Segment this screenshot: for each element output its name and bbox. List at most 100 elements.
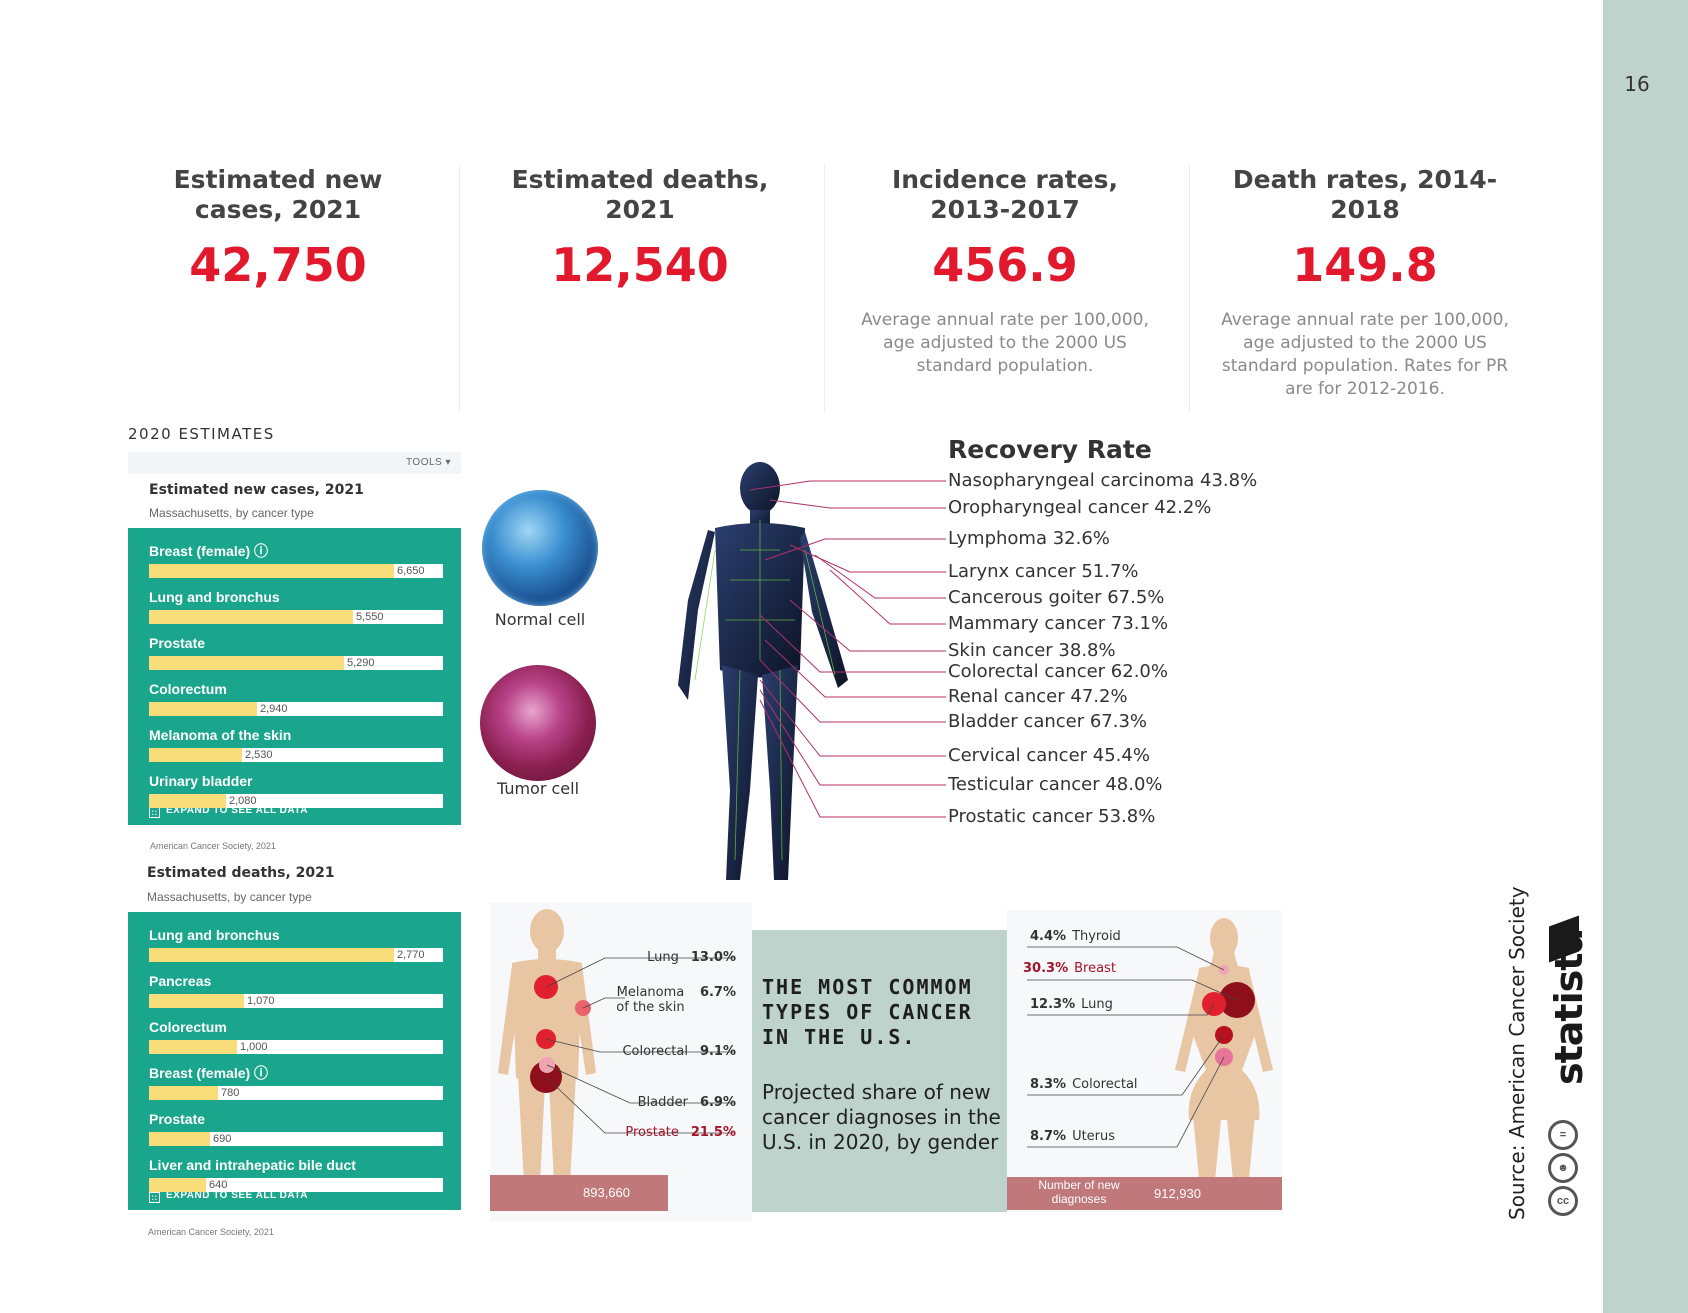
male-cancer-label: Colorectal 9.1% xyxy=(622,1044,736,1059)
male-leg-right xyxy=(518,1075,545,1183)
human-body-figure xyxy=(678,462,848,880)
bar-value: 5,550 xyxy=(356,611,384,623)
bar-fill xyxy=(149,610,353,624)
bar-row: Liver and intrahepatic bile duct 640 xyxy=(149,1156,443,1192)
bar-track: 1,000 xyxy=(149,1040,443,1054)
infographic-title: THE MOST COMMOM TYPES OF CANCER IN THE U… xyxy=(762,975,973,1049)
bar-track: 690 xyxy=(149,1132,443,1146)
normal-cell-image xyxy=(482,490,598,606)
bar-row: Colorectum 2,940 xyxy=(149,680,443,716)
bar-fill xyxy=(149,994,244,1008)
cancer-share: 13.0% xyxy=(690,950,736,965)
female-total-bar: Number of new diagnoses 912,930 xyxy=(1007,1177,1282,1210)
cancer-name: Colorectal xyxy=(622,1044,688,1059)
female-panel: 4.4% Thyroid 30.3% Breast 12.3% Lung 8.3% Color… xyxy=(1007,910,1282,1212)
bar-row: Breast (female) ⓘ 780 xyxy=(149,1064,443,1100)
male-torso xyxy=(512,959,582,1083)
cancer-share: 21.5% xyxy=(690,1125,736,1140)
cc-nd-icon: = xyxy=(1548,1120,1578,1150)
bar-label: Lung and bronchus xyxy=(149,927,280,943)
recovery-item: Lymphoma 32.6% xyxy=(948,528,1110,549)
bar-label: Breast (female) ⓘ xyxy=(149,1065,269,1081)
male-total-value: 893,660 xyxy=(583,1185,630,1200)
bar-value: 2,940 xyxy=(260,703,288,715)
recovery-item: Cervical cancer 45.4% xyxy=(948,745,1150,766)
stat-value: 149.8 xyxy=(1292,238,1438,292)
female-body-figure xyxy=(1027,918,1273,1200)
stat-value: 42,750 xyxy=(189,238,367,292)
deaths-panel-subtitle: Massachusetts, by cancer type xyxy=(147,890,312,904)
side-strip xyxy=(1603,0,1688,1313)
bar-fill xyxy=(149,564,394,578)
divider xyxy=(824,165,825,413)
bar-fill xyxy=(149,1086,218,1100)
recovery-item: Oropharyngeal cancer 42.2% xyxy=(948,497,1212,518)
bar-track: 5,290 xyxy=(149,656,443,670)
stat-title: Estimated new cases, 2021 xyxy=(173,165,383,224)
stat-deaths: Estimated deaths, 2021 12,540 xyxy=(480,165,800,291)
cancer-share: 12.3% xyxy=(1030,997,1076,1012)
bar-track: 780 xyxy=(149,1086,443,1100)
male-cancer-label: Melanoma of the skin 6.7% xyxy=(613,985,736,1015)
bar-row: Prostate 5,290 xyxy=(149,634,443,670)
stat-note: Average annual rate per 100,000, age adj… xyxy=(861,310,1149,376)
right-arm-shape xyxy=(678,530,715,700)
recovery-item: Skin cancer 38.8% xyxy=(948,640,1116,661)
deaths-source: American Cancer Society, 2021 xyxy=(148,1227,274,1237)
female-cancer-label: 12.3% Lung xyxy=(1030,997,1113,1012)
female-arm-right xyxy=(1175,970,1205,1072)
male-arm-left xyxy=(572,965,596,1075)
cancer-share: 6.7% xyxy=(699,985,736,1000)
cancer-share: 30.3% xyxy=(1023,961,1069,976)
tools-menu[interactable]: TOOLS ▾ xyxy=(405,457,451,468)
bar-track: 2,080 xyxy=(149,794,443,808)
left-arm-shape xyxy=(800,532,848,688)
female-cancer-label: 30.3% Breast xyxy=(1023,961,1116,976)
new-cases-source: American Cancer Society, 2021 xyxy=(150,841,276,851)
bar-row: Colorectum 1,000 xyxy=(149,1018,443,1054)
expand-deaths-button[interactable]: :: EXPAND TO SEE ALL DATA xyxy=(149,1190,308,1203)
recovery-item: Larynx cancer 51.7% xyxy=(948,561,1139,582)
bar-value: 690 xyxy=(213,1133,232,1145)
stat-new-cases: Estimated new cases, 2021 42,750 xyxy=(128,165,428,291)
page-number: 16 xyxy=(1624,72,1650,96)
estimates-heading: 2020 ESTIMATES xyxy=(128,425,275,443)
cancer-share: 6.9% xyxy=(699,1095,736,1110)
expand-label: EXPAND TO SEE ALL DATA xyxy=(166,1190,308,1201)
cancer-name: Breast xyxy=(1074,961,1116,976)
cancer-share: 4.4% xyxy=(1030,929,1067,944)
tools-bar: TOOLS ▾ xyxy=(128,452,461,474)
female-leader-lines xyxy=(1027,946,1238,1148)
female-cancer-label: 4.4% Thyroid xyxy=(1030,929,1121,944)
head-shape xyxy=(740,462,780,514)
bar-label: Melanoma of the skin xyxy=(149,727,292,743)
bar-value: 640 xyxy=(209,1179,228,1191)
bar-row: Urinary bladder 2,080 xyxy=(149,772,443,808)
male-head xyxy=(530,909,564,953)
cancer-name: Uterus xyxy=(1072,1129,1116,1144)
bar-value: 2,770 xyxy=(397,949,425,961)
bar-fill xyxy=(149,1132,210,1146)
expand-icon: :: xyxy=(149,807,160,818)
cc-icon: cc xyxy=(1548,1186,1578,1216)
bar-value: 2,530 xyxy=(245,749,273,761)
recovery-item: Bladder cancer 67.3% xyxy=(948,711,1148,732)
bar-row: Prostate 690 xyxy=(149,1110,443,1146)
bar-row: Lung and bronchus 2,770 xyxy=(149,926,443,962)
cancer-share: 9.1% xyxy=(699,1044,736,1059)
stat-value: 456.9 xyxy=(932,238,1078,292)
source-text: Source: American Cancer Society xyxy=(1505,886,1529,1220)
tumor-cell-caption: Tumor cell xyxy=(496,779,580,798)
right-leg-shape xyxy=(722,665,758,880)
stat-title: Death rates, 2014-2018 xyxy=(1232,165,1498,224)
cancer-name: Prostate xyxy=(625,1125,679,1140)
expand-label: EXPAND TO SEE ALL DATA xyxy=(166,805,308,816)
stat-title: Estimated deaths, 2021 xyxy=(511,165,769,224)
bar-label: Urinary bladder xyxy=(149,773,253,789)
stat-title: Incidence rates, 2013-2017 xyxy=(891,165,1119,224)
new-cases-bar-panel: :: EXPAND TO SEE ALL DATA Breast (female)… xyxy=(128,528,461,825)
male-leg-left xyxy=(549,1075,576,1183)
infographic-subtitle: Projected share of new cancer diagnoses … xyxy=(762,1080,1001,1154)
normal-cell-caption: Normal cell xyxy=(494,610,586,629)
deaths-panel-title: Estimated deaths, 2021 xyxy=(147,865,335,881)
